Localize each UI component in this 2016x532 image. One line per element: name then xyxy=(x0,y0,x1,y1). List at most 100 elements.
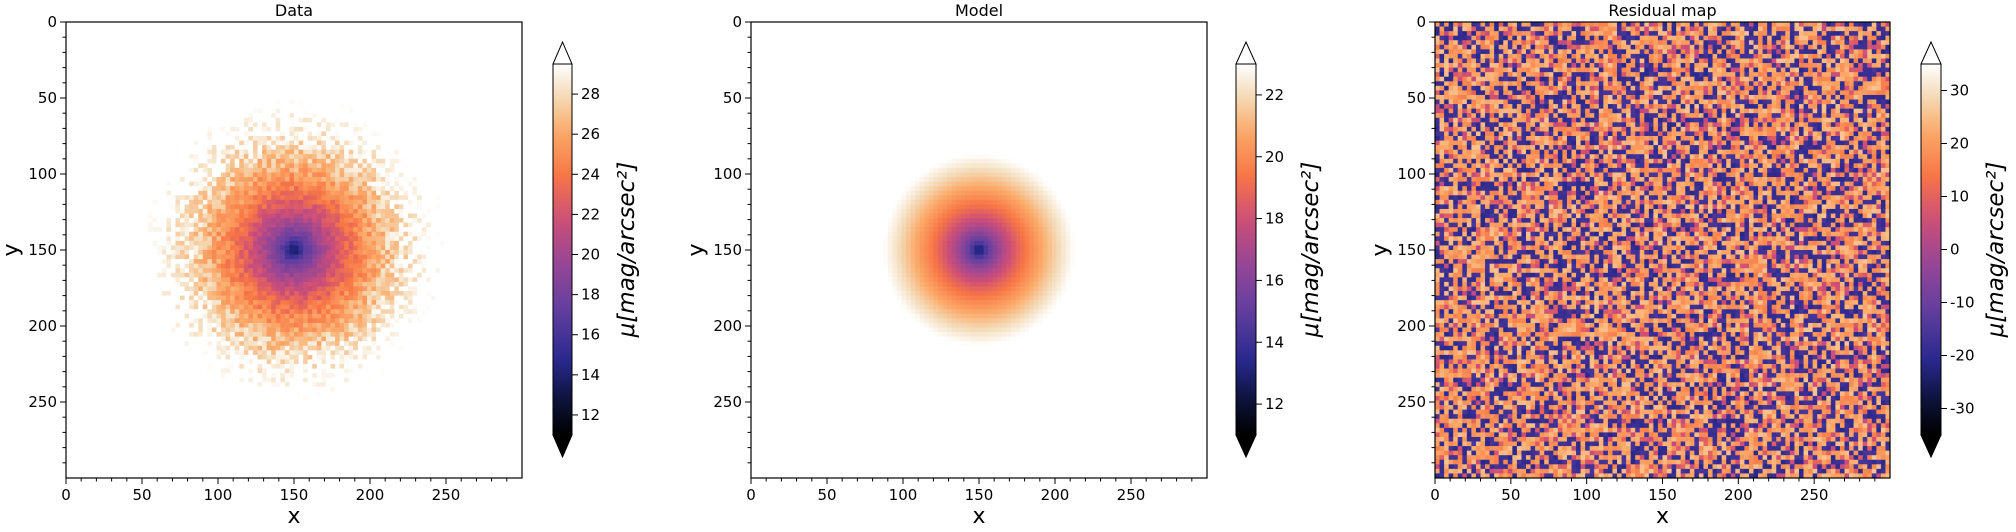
heatmap-cell xyxy=(111,113,117,119)
heatmap-cell xyxy=(298,85,304,91)
heatmap-cell xyxy=(193,113,199,119)
heatmap-cell xyxy=(180,122,185,128)
heatmap-cell xyxy=(389,53,395,59)
heatmap-cell xyxy=(125,222,131,228)
heatmap-cell xyxy=(138,99,144,105)
heatmap-cell xyxy=(307,240,313,246)
heatmap-cell xyxy=(97,163,103,169)
heatmap-cell xyxy=(120,158,126,164)
heatmap-cell xyxy=(439,218,445,224)
heatmap-cell xyxy=(116,136,122,141)
heatmap-cell xyxy=(471,167,477,173)
heatmap-cell xyxy=(325,76,331,82)
heatmap-cell xyxy=(485,167,491,173)
heatmap-cell xyxy=(503,85,509,91)
heatmap-cell xyxy=(376,67,382,73)
heatmap-cell xyxy=(408,117,413,123)
heatmap-cell xyxy=(184,35,190,41)
heatmap-cell xyxy=(252,99,258,105)
heatmap-cell xyxy=(111,154,117,160)
heatmap-cell xyxy=(280,167,286,173)
heatmap-cell xyxy=(289,190,295,196)
heatmap-cell xyxy=(84,218,90,224)
heatmap-cell xyxy=(430,72,436,78)
heatmap-cell xyxy=(175,131,181,137)
heatmap-cell xyxy=(275,131,281,137)
heatmap-cell xyxy=(321,213,327,219)
heatmap-cell xyxy=(239,145,245,151)
heatmap-cell xyxy=(116,190,122,196)
heatmap-cell xyxy=(175,58,181,64)
heatmap-cell xyxy=(170,158,176,164)
heatmap-cell xyxy=(170,58,176,64)
heatmap-cell xyxy=(435,181,441,187)
heatmap-cell xyxy=(294,145,299,151)
heatmap-cell xyxy=(248,154,254,160)
heatmap-cell xyxy=(148,131,154,137)
heatmap-cell xyxy=(180,136,185,141)
heatmap-cell xyxy=(353,104,359,110)
heatmap-cell xyxy=(385,145,391,151)
heatmap-cell xyxy=(134,213,140,219)
heatmap-cell xyxy=(471,99,477,105)
heatmap-cell xyxy=(211,195,217,201)
heatmap-cell xyxy=(234,149,240,155)
heatmap-cell xyxy=(490,195,496,201)
heatmap-cell xyxy=(252,35,258,41)
heatmap-cell xyxy=(494,104,500,110)
heatmap-cell xyxy=(490,181,496,187)
heatmap-cell xyxy=(257,213,263,219)
heatmap-cell xyxy=(503,117,509,123)
heatmap-cell xyxy=(193,245,199,251)
heatmap-cell xyxy=(202,131,208,137)
heatmap-cell xyxy=(79,63,85,68)
heatmap-cell xyxy=(430,35,436,41)
heatmap-cell xyxy=(193,126,199,132)
heatmap-cell xyxy=(271,26,277,32)
heatmap-cell xyxy=(88,22,94,27)
heatmap-cell xyxy=(234,208,240,214)
heatmap-cell xyxy=(243,136,249,141)
heatmap-cell xyxy=(458,167,464,173)
heatmap-cell xyxy=(426,90,432,96)
heatmap-cell xyxy=(462,40,468,46)
heatmap-cell xyxy=(476,126,482,132)
heatmap-cell xyxy=(166,149,172,155)
heatmap-cell xyxy=(458,145,464,151)
heatmap-cell xyxy=(97,81,103,87)
heatmap-cell xyxy=(362,227,368,233)
heatmap-cell xyxy=(321,222,327,228)
heatmap-cell xyxy=(207,163,213,169)
heatmap-cell xyxy=(175,90,181,96)
heatmap-cell xyxy=(494,140,500,146)
heatmap-cell xyxy=(417,177,423,182)
heatmap-cell xyxy=(449,236,454,242)
heatmap-cell xyxy=(66,145,71,151)
heatmap-cell xyxy=(403,222,409,228)
heatmap-cell xyxy=(499,67,505,73)
heatmap-cell xyxy=(143,163,149,169)
heatmap-cell xyxy=(166,140,172,146)
heatmap-cell xyxy=(116,177,122,182)
heatmap-cell xyxy=(357,49,363,55)
heatmap-cell xyxy=(494,117,500,123)
heatmap-cell xyxy=(116,49,122,55)
heatmap-cell xyxy=(266,208,272,214)
heatmap-cell xyxy=(417,85,423,91)
heatmap-cell xyxy=(385,140,391,146)
heatmap-cell xyxy=(366,186,372,192)
heatmap-cell xyxy=(202,240,208,246)
heatmap-cell xyxy=(389,63,395,68)
heatmap-cell xyxy=(321,58,327,64)
heatmap-cell xyxy=(125,81,131,87)
heatmap-cell xyxy=(161,53,167,59)
heatmap-cell xyxy=(198,53,204,59)
heatmap-cell xyxy=(289,163,295,169)
heatmap-cell xyxy=(230,108,236,114)
heatmap-cell xyxy=(129,90,135,96)
heatmap-cell xyxy=(444,22,450,27)
heatmap-cell xyxy=(257,72,263,78)
heatmap-cell xyxy=(88,113,94,119)
heatmap-cell xyxy=(426,240,432,246)
heatmap-cell xyxy=(439,213,445,219)
